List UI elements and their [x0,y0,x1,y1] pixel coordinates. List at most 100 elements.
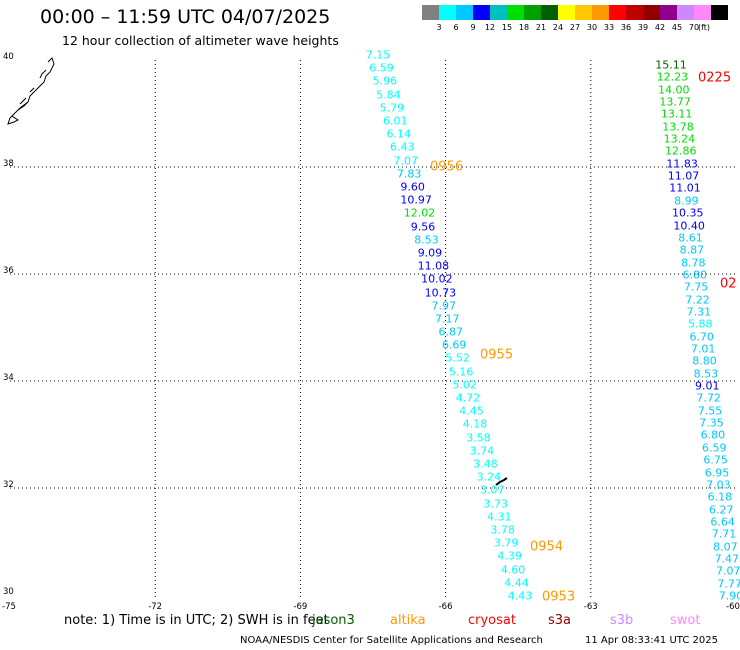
wave-height-label: 8.53 [693,367,719,381]
wave-height-label: 7.22 [685,293,710,307]
wave-height-label: 8.80 [692,354,717,368]
lon-tick-label: -60 [726,602,740,612]
lat-lon-grid [10,60,736,600]
wave-height-label: 5.52 [445,351,470,365]
colorbar-swatch [711,5,728,20]
chart-title: 00:00 – 11:59 UTC 04/07/2025 [40,6,331,28]
wave-height-label: 7.71 [711,527,737,541]
wave-height-label: 3.24 [476,470,502,484]
wave-height-label: 7.72 [696,391,721,405]
wave-height-label: 3.78 [490,523,515,537]
wave-height-label: 6.80 [682,268,707,282]
satellite-legend-item: s3b [610,613,634,628]
wave-height-label: 4.45 [459,404,484,418]
wave-height-label: 8.53 [414,233,439,247]
wave-height-label: 13.77 [659,95,691,109]
wave-height-label: 10.02 [421,272,453,286]
colorbar-tick-label: 15 [501,23,513,32]
colorbar-tick-label: 42 [654,23,666,32]
pass-time-label: 0953 [542,589,576,605]
wave-height-label: 13.78 [662,120,694,134]
wave-height-label: 15.11 [655,58,687,72]
lon-tick-label: -66 [438,602,453,612]
wave-height-label: 7.90 [718,589,740,603]
wave-height-label: 6.95 [704,466,730,479]
colorbar-tick-label: 6 [453,23,459,32]
wave-height-label: 6.64 [710,515,735,529]
wave-height-label: 14.00 [658,83,690,97]
colorbar-swatch [694,5,711,20]
wave-height-label: 6.70 [689,330,714,344]
wave-height-label: 7.07 [393,154,418,168]
wave-height-label: 11.07 [667,169,700,183]
wave-height-label: 5.96 [372,74,398,88]
wave-height-label: 3.74 [469,444,495,458]
colorbar-tick-label: 30 [586,23,598,32]
wave-height-label: 5.79 [379,101,405,115]
coastline [7,57,55,125]
footer-timestamp: 11 Apr 08:33:41 UTC 2025 [585,635,718,646]
footnote: note: 1) Time is in UTC; 2) SWH is in fe… [64,613,329,628]
colorbar-swatch [422,5,439,20]
wave-height-label: 12.02 [403,206,436,220]
satellite-legend-item: altika [390,613,426,628]
colorbar-swatch [660,5,677,20]
wave-height-label: 9.60 [400,180,425,194]
lon-tick-label: -69 [293,602,308,612]
colorbar-tick-label: 3 [436,23,442,32]
wave-height-label: 3.79 [493,536,519,550]
wave-height-label: 11.01 [669,181,701,195]
pass-time-label: 0955 [480,347,514,363]
wave-height-label: 4.39 [497,549,522,563]
lat-tick-label: 36 [3,266,14,276]
wave-height-label: 4.43 [507,589,533,603]
colorbar-tick-label: 39 [637,23,649,32]
wave-height-label: 7.55 [697,404,723,418]
colorbar-tick-label: 45 [671,23,683,32]
wave-height-label: 6.69 [441,338,467,352]
colorbar-tick-label: 70 [688,23,700,32]
wave-height-label: 7.35 [699,416,724,430]
wave-height-label: 5.16 [448,365,474,379]
wave-height-label: 6.80 [700,428,726,442]
wave-height-label: 9.01 [695,379,720,393]
wave-height-label: 7.15 [365,48,391,62]
wave-height-label: 4.60 [500,563,526,577]
colorbar-swatch [541,5,558,20]
wave-height-label: 10.73 [424,286,457,299]
lon-tick-label: -63 [583,602,598,612]
wave-height-label: 6.75 [703,453,728,467]
wave-height-label: 7.83 [396,167,422,181]
wave-height-label: 11.08 [417,259,450,273]
wave-height-label: 7.77 [717,577,740,591]
wave-height-label: 4.18 [462,417,488,431]
wave-height-label: 13.24 [663,132,696,146]
wave-height-label: 10.40 [673,219,705,233]
lat-tick-label: 40 [3,52,14,62]
satellite-legend-item: s3a [548,613,572,628]
small-island-mark [495,477,508,486]
wave-height-label: 7.31 [686,305,712,319]
wave-height-label: 8.78 [681,256,706,270]
lon-tick-label: -72 [148,602,163,612]
wave-height-label: 8.61 [678,231,703,245]
wave-height-label: 12.23 [656,70,689,84]
wave-height-label: 3.58 [466,431,491,445]
wave-height-label: 6.43 [389,140,415,154]
colorbar-tick-label: 27 [569,23,581,32]
wave-height-label: 7.01 [690,342,716,356]
wave-height-label: 12.86 [665,144,697,158]
wave-height-label: 7.47 [714,552,740,566]
wave-height-label: 4.44 [504,576,529,590]
wave-height-label: 7.03 [706,478,731,492]
wave-height-label: 8.99 [674,194,699,208]
colorbar-swatch [626,5,643,20]
wave-height-label: 3.07 [480,483,505,497]
wave-height-label: 9.09 [417,246,443,260]
colorbar-swatch [677,5,694,20]
wave-height-label: 6.59 [369,61,394,75]
pass-time-label: 02 [720,276,737,292]
wave-height-label: 6.27 [708,503,734,517]
lat-tick-label: 38 [3,159,14,169]
colorbar-unit: (ft) [698,23,711,32]
